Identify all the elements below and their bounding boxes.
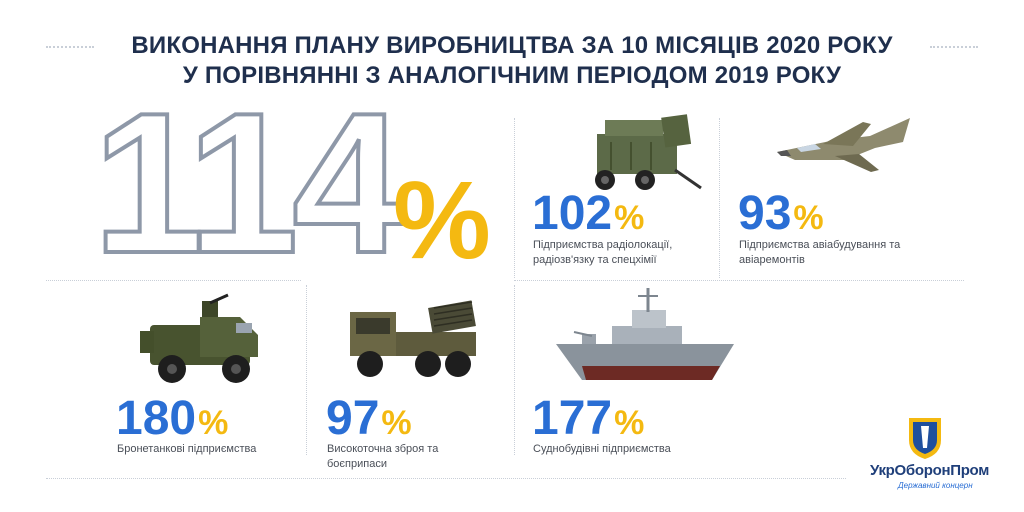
sector-label-shipbuilding: Суднобудівні підприємства [533,443,671,455]
separator-vertical [719,118,720,278]
sector-label-aviation: Підприємства авіабудування та авіаремонт… [739,239,901,266]
percent-symbol: % [793,199,824,237]
percent-symbol: % [614,404,645,442]
jet-aircraft-icon [775,112,915,182]
radar-trailer-icon [575,112,705,202]
page-title-line-2: У ПОРІВНЯННІ З АНАЛОГІЧНИМ ПЕРІОДОМ 2019… [182,62,842,89]
logo-subtitle: Державний концерн [898,481,973,490]
title-divider-right [930,46,978,48]
separator-vertical [514,285,515,455]
total-percent-symbol: % [393,159,491,282]
sector-label-radar: Підприємства радіолокації, радіозв'язку … [533,239,673,266]
sector-number: 177 [532,392,613,445]
logo-name: УкрОборонПром [870,462,990,479]
sector-number: 102 [532,187,613,240]
sector-number: 93 [738,187,792,240]
sector-value-weapons: 97% [326,395,412,443]
sector-number: 97 [326,392,380,445]
sector-value-radar: 102% [532,190,644,238]
separator-horizontal [46,280,301,281]
title-divider-left [46,46,94,48]
sector-label-weapons: Високоточна зброя та боєприпаси [327,443,439,470]
rocket-launcher-truck-icon [348,298,483,388]
page-title-line-1: ВИКОНАННЯ ПЛАНУ ВИРОБНИЦТВА ЗА 10 МІСЯЦІ… [131,32,893,59]
warship-icon [552,288,737,393]
sector-value-aviation: 93% [738,190,824,238]
armored-vehicle-icon [140,293,275,395]
percent-symbol: % [381,404,412,442]
sector-value-armor: 180% [116,395,228,443]
percent-symbol: % [198,404,229,442]
percent-symbol: % [614,199,645,237]
sector-value-shipbuilding: 177% [532,395,644,443]
total-value: 114 % [91,70,493,297]
sector-number: 180 [116,392,197,445]
separator-horizontal [514,280,964,281]
separator-vertical [306,285,307,455]
sector-label-armor: Бронетанкові підприємства [117,443,257,455]
logo-shield-icon [907,416,943,465]
total-number: 114 [93,72,403,295]
separator-vertical [514,118,515,278]
separator-horizontal [46,478,846,479]
